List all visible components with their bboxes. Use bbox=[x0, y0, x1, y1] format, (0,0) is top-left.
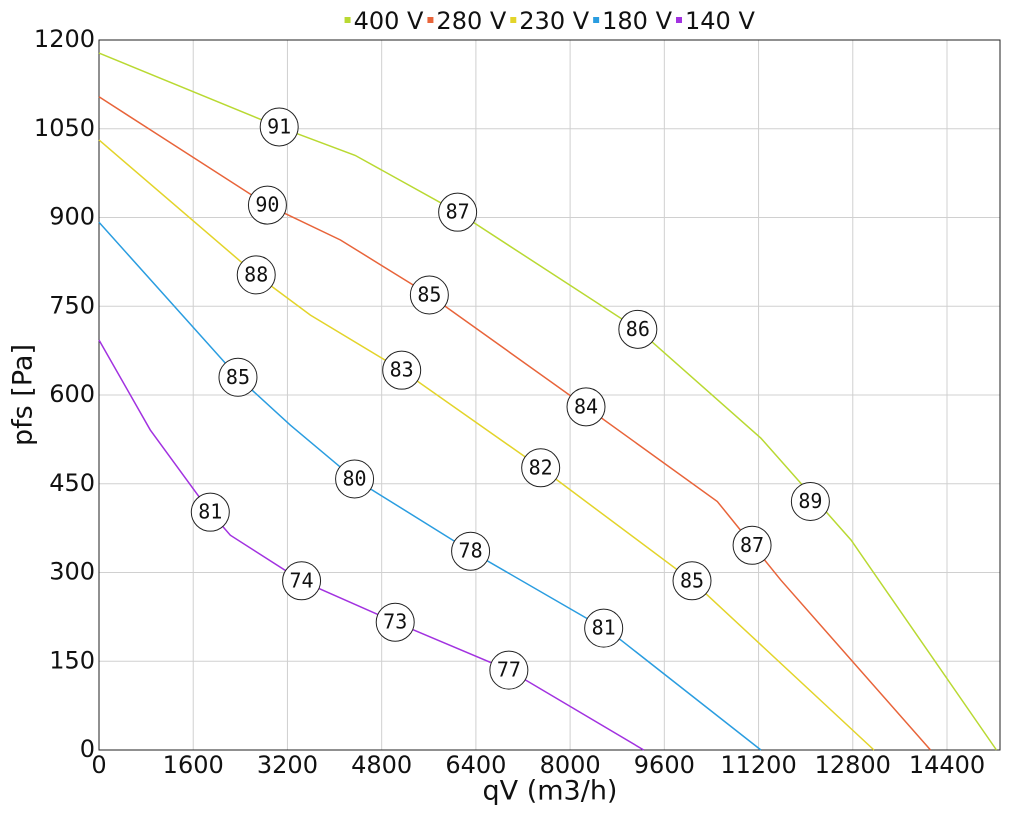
x-axis-label: qV (m3/h) bbox=[483, 776, 618, 807]
x-tick-label: 3200 bbox=[257, 751, 318, 779]
y-tick-label: 450 bbox=[49, 469, 95, 497]
y-tick-label: 750 bbox=[49, 291, 95, 319]
annotation-circle bbox=[790, 482, 830, 521]
annotation-circle bbox=[335, 459, 375, 499]
y-tick-label: 900 bbox=[49, 203, 95, 231]
legend-swatch bbox=[593, 17, 600, 23]
annotation-label: 87 bbox=[740, 533, 764, 557]
annotation-circle bbox=[247, 185, 287, 225]
legend-label: 140 V bbox=[685, 7, 755, 35]
y-tick-label: 1200 bbox=[34, 25, 95, 53]
annotation-circle bbox=[618, 309, 658, 349]
legend-label: 400 V bbox=[354, 7, 424, 35]
x-tick-label: 11200 bbox=[720, 751, 796, 779]
legend-swatch bbox=[676, 17, 682, 23]
annotation-label: 80 bbox=[343, 467, 367, 491]
series-line bbox=[98, 52, 998, 751]
annotation-circle bbox=[584, 608, 624, 648]
annotation-circle bbox=[566, 387, 606, 427]
annotation-circle bbox=[672, 561, 712, 601]
annotation-circle bbox=[282, 561, 322, 601]
y-tick-label: 150 bbox=[49, 646, 95, 674]
annotation-circle bbox=[451, 531, 491, 571]
annotation-label: 74 bbox=[290, 568, 314, 592]
annotation-label: 84 bbox=[574, 394, 598, 418]
annotation-label: 90 bbox=[255, 193, 279, 217]
legend: 400 V 280 V 230 V 180 V 140 V bbox=[344, 7, 755, 35]
annotation-label: 85 bbox=[680, 568, 704, 592]
legend-swatch bbox=[510, 17, 517, 23]
annotation-label: 86 bbox=[626, 317, 650, 341]
x-tick-label: 14400 bbox=[909, 751, 985, 779]
annotation-label: 73 bbox=[383, 610, 407, 634]
x-tick-label: 1600 bbox=[163, 751, 224, 779]
annotation-circle bbox=[236, 255, 276, 295]
annotation-label: 85 bbox=[226, 365, 250, 389]
x-tick-label: 0 bbox=[91, 751, 106, 779]
y-tick-label: 300 bbox=[49, 558, 95, 586]
y-tick-label: 0 bbox=[80, 735, 95, 763]
annotation-label: 83 bbox=[390, 358, 414, 382]
annotation-circle bbox=[521, 448, 561, 488]
legend-label: 180 V bbox=[602, 7, 672, 35]
y-axis-label: pfs [Pa] bbox=[8, 344, 39, 446]
x-tick-label: 12800 bbox=[815, 751, 891, 779]
annotation-label: 89 bbox=[798, 489, 822, 513]
series-line bbox=[98, 339, 645, 751]
annotation-circle bbox=[732, 525, 772, 565]
annotation-circle bbox=[259, 107, 299, 147]
x-tick-label: 6400 bbox=[445, 751, 506, 779]
y-tick-label: 1050 bbox=[34, 114, 95, 142]
annotation-circle bbox=[409, 275, 449, 315]
annotation-label: 85 bbox=[417, 283, 441, 307]
annotation-label: 78 bbox=[459, 539, 483, 563]
annotation-label: 82 bbox=[529, 455, 553, 479]
x-tick-label: 8000 bbox=[540, 751, 601, 779]
plot-border bbox=[98, 39, 1001, 751]
x-tick-label: 4800 bbox=[351, 751, 412, 779]
annotation-circle bbox=[218, 357, 258, 397]
legend-label: 230 V bbox=[519, 7, 589, 35]
annotation-circle bbox=[489, 650, 529, 690]
annotation-label: 81 bbox=[592, 616, 616, 640]
annotation-label: 88 bbox=[244, 262, 268, 286]
x-tick-label: 9600 bbox=[634, 751, 695, 779]
annotation-circle bbox=[438, 192, 478, 232]
legend-swatch bbox=[427, 17, 434, 23]
annotation-label: 81 bbox=[198, 500, 222, 524]
annotation-label: 77 bbox=[497, 658, 521, 682]
legend-label: 280 V bbox=[436, 7, 506, 35]
annotation-label: 91 bbox=[267, 114, 291, 138]
legend-swatch bbox=[344, 17, 351, 23]
annotation-circle bbox=[382, 350, 422, 390]
annotation-circle bbox=[375, 602, 415, 642]
y-tick-label: 600 bbox=[49, 380, 95, 408]
annotation-label: 87 bbox=[446, 200, 470, 224]
annotation-circle bbox=[190, 492, 230, 532]
